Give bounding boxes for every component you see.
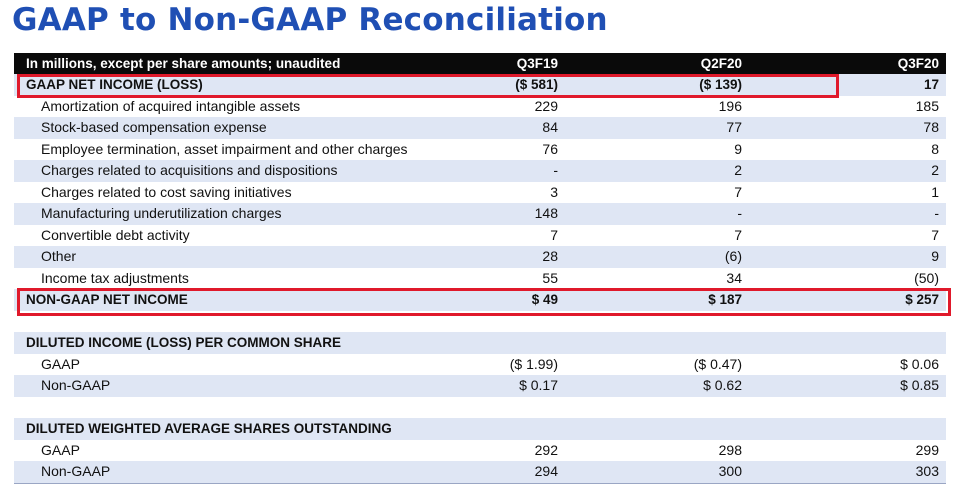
header-col-q3f19: Q3F19 [516,56,558,71]
table-row: Charges related to acquisitions and disp… [14,160,946,182]
value-q3f20: $ 0.06 [900,355,939,372]
table-row: Convertible debt activity 7 7 7 [14,225,946,247]
value-q3f19: $ 49 [531,292,558,307]
value-q2f20: 196 [718,97,742,114]
section-heading: DILUTED WEIGHTED AVERAGE SHARES OUTSTAND… [26,421,392,436]
value-q3f19: ($ 1.99) [509,355,558,372]
value-q2f20: ($ 0.47) [693,355,742,372]
value-q2f20: 300 [718,463,742,479]
value-q3f20: 78 [923,119,939,135]
table-row: Non-GAAP 294 300 303 [14,461,946,484]
table-row: Charges related to cost saving initiativ… [14,182,946,204]
row-label: Non-GAAP [41,463,111,479]
row-label: Convertible debt activity [41,226,190,243]
value-q3f20: 299 [915,441,939,458]
row-label: Amortization of acquired intangible asse… [41,97,301,114]
value-q3f19: ($ 581) [515,77,558,92]
value-q2f20: 2 [734,162,742,178]
value-q3f20: (50) [914,269,939,286]
row-label: Employee termination, asset impairment a… [41,140,408,157]
value-q2f20: 7 [734,226,742,243]
row-label: GAAP [41,441,80,458]
row-label: Charges related to cost saving initiativ… [41,183,292,200]
shares-heading-row: DILUTED WEIGHTED AVERAGE SHARES OUTSTAND… [14,418,946,440]
table-row: Manufacturing underutilization charges 1… [14,203,946,225]
value-q3f20: 185 [915,97,939,114]
value-q3f20: 17 [923,77,939,92]
value-q3f19: 294 [534,463,558,479]
value-q3f19: 76 [542,140,558,157]
spacer-row [14,310,946,332]
table-row: GAAP ($ 1.99) ($ 0.47) $ 0.06 [14,354,946,376]
table-row: Stock-based compensation expense 84 77 7… [14,117,946,139]
table-row: Employee termination, asset impairment a… [14,139,946,161]
value-q3f19: 28 [542,248,558,264]
value-q3f19: $ 0.17 [519,377,558,393]
header-col-q2f20: Q2F20 [700,56,742,71]
table-row: Amortization of acquired intangible asse… [14,96,946,118]
page-title: GAAP to Non-GAAP Reconciliation [12,2,608,38]
value-q3f20: $ 0.85 [900,377,939,393]
value-q3f20: 1 [931,183,939,200]
non-gaap-net-income-row: NON-GAAP NET INCOME $ 49 $ 187 $ 257 [14,289,946,311]
table-row: Non-GAAP $ 0.17 $ 0.62 $ 0.85 [14,375,946,397]
value-q2f20: ($ 139) [699,77,742,92]
row-label: Stock-based compensation expense [41,119,267,135]
value-q2f20: 77 [726,119,742,135]
gaap-net-income-row: GAAP NET INCOME (LOSS) ($ 581) ($ 139) 1… [14,74,946,96]
value-q2f20: 9 [734,140,742,157]
value-q3f20: 303 [915,463,939,479]
table-row: Other 28 (6) 9 [14,246,946,268]
row-label: Income tax adjustments [41,269,189,286]
value-q3f20: 7 [931,226,939,243]
header-label: In millions, except per share amounts; u… [26,56,341,71]
reconciliation-table: In millions, except per share amounts; u… [14,53,946,484]
value-q3f19: 292 [534,441,558,458]
table-row: Income tax adjustments 55 34 (50) [14,268,946,290]
row-label: Manufacturing underutilization charges [41,205,282,221]
eps-heading-row: DILUTED INCOME (LOSS) PER COMMON SHARE [14,332,946,354]
row-label: NON-GAAP NET INCOME [26,292,188,307]
value-q3f19: 84 [542,119,558,135]
value-q3f19: 148 [534,205,558,221]
value-q3f20: - [934,205,939,221]
value-q2f20: - [737,205,742,221]
value-q3f20: $ 257 [905,292,939,307]
value-q3f20: 9 [931,248,939,264]
value-q3f19: 229 [534,97,558,114]
table-row: GAAP 292 298 299 [14,440,946,462]
value-q2f20: 34 [726,269,742,286]
row-label: Other [41,248,77,264]
row-label: Charges related to acquisitions and disp… [41,162,338,178]
section-heading: DILUTED INCOME (LOSS) PER COMMON SHARE [26,335,342,350]
table-header-row: In millions, except per share amounts; u… [14,53,946,74]
spacer-row [14,396,946,418]
value-q2f20: (6) [724,248,742,264]
value-q3f19: 3 [550,183,558,200]
value-q3f19: - [553,162,558,178]
row-label: Non-GAAP [41,377,111,393]
value-q2f20: $ 187 [708,292,742,307]
header-col-q3f20: Q3F20 [897,56,939,71]
value-q2f20: 298 [718,441,742,458]
value-q2f20: $ 0.62 [703,377,742,393]
row-label: GAAP NET INCOME (LOSS) [26,77,203,92]
value-q3f19: 55 [542,269,558,286]
row-label: GAAP [41,355,80,372]
value-q3f20: 2 [931,162,939,178]
value-q3f19: 7 [550,226,558,243]
value-q3f20: 8 [931,140,939,157]
value-q2f20: 7 [734,183,742,200]
